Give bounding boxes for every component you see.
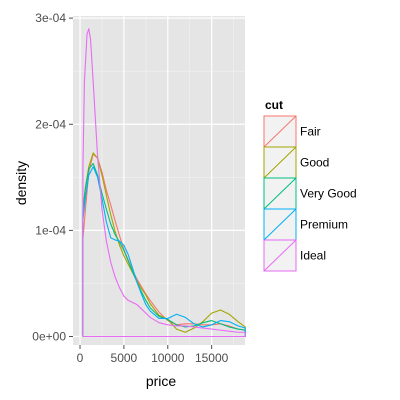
legend-key-line (263, 115, 297, 148)
legend-key-line (263, 146, 297, 179)
legend-item-premium: Premium (263, 208, 348, 241)
legend-item-ideal: Ideal (263, 239, 326, 272)
legend-key-line (263, 208, 297, 241)
y-tick-label: 1e-04 (35, 223, 66, 237)
x-tick-label: 5000 (111, 351, 138, 365)
axis-ticks (69, 17, 213, 349)
x-tick-label: 0 (77, 351, 84, 365)
density-line-ideal (82, 28, 246, 338)
axis-tick-labels: 0 5000 10000 15000 0e+00 1e-04 2e-04 3e-04 (32, 11, 228, 365)
legend-item-good: Good (263, 146, 329, 179)
legend-item-very-good: Very Good (263, 177, 357, 210)
y-axis-title: density (13, 161, 29, 205)
x-axis-title: price (146, 373, 177, 389)
legend-key-line (263, 177, 297, 210)
density-lines (82, 28, 246, 338)
legend-item-fair: Fair (263, 115, 321, 148)
x-tick-label: 15000 (195, 351, 229, 365)
density-line-premium (82, 166, 246, 338)
legend-key-line (263, 239, 297, 272)
legend-label: Premium (300, 218, 348, 232)
y-tick-label: 0e+00 (32, 330, 66, 344)
legend-title: cut (265, 98, 283, 112)
y-tick-label: 3e-04 (35, 11, 66, 25)
legend-label: Very Good (300, 187, 357, 201)
major-grid (73, 16, 245, 345)
legend-items: Fair Good Very Good Premium Ideal (263, 115, 357, 272)
legend-label: Good (300, 156, 329, 170)
legend-label: Ideal (300, 249, 326, 263)
density-line-very-good (82, 162, 246, 338)
minor-grid (73, 16, 245, 345)
x-tick-label: 10000 (151, 351, 185, 365)
legend-label: Fair (300, 125, 321, 139)
legend: cut Fair Good Very Good Premium Ideal (263, 98, 357, 272)
y-tick-label: 2e-04 (35, 117, 66, 131)
